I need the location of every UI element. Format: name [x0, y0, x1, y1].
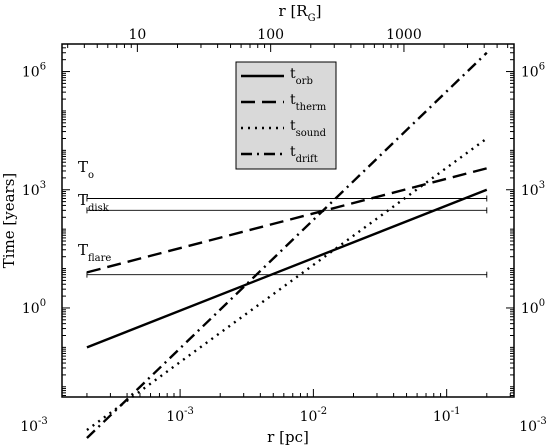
legend: torb ttherm tsound tdrift: [235, 61, 337, 170]
reference-label-o: To: [78, 158, 94, 181]
series-lines: [86, 51, 488, 439]
y2-tick-label: 10-3: [519, 416, 546, 435]
top-tick-label: 1000: [386, 27, 422, 43]
legend-label-therm: ttherm: [290, 92, 327, 113]
y-tick-label: 100: [22, 298, 46, 317]
axis-labels: r [pc] Time [years] r [RG]: [0, 2, 321, 446]
x-tick-label: 10-2: [300, 406, 328, 425]
x-tick-label: 10-3: [166, 406, 194, 425]
reference-lines: To Tdisk Tflare: [78, 158, 488, 278]
top-tick-label: 10: [128, 27, 146, 43]
legend-label-sound: tsound: [290, 118, 327, 139]
y2-tick-label: 106: [521, 62, 545, 81]
series-line-sound: [86, 137, 488, 431]
x-tick-label: 10-1: [433, 406, 461, 425]
series-line-orb: [86, 188, 488, 349]
reference-label-disk: Tdisk: [78, 191, 110, 214]
y-tick-label: 103: [22, 180, 46, 199]
y-tick-label: 10-3: [20, 416, 48, 435]
plot-frame: [61, 43, 515, 398]
y-tick-label: 106: [22, 62, 46, 81]
top-axis-title: r [RG]: [279, 2, 322, 24]
axes: [61, 43, 515, 398]
x-axis-title: r [pc]: [267, 428, 309, 446]
top-tick-label: 100: [257, 27, 284, 43]
reference-label-flare: Tflare: [78, 241, 111, 264]
y2-tick-label: 100: [521, 298, 545, 317]
legend-box: [235, 61, 337, 170]
y2-tick-label: 103: [521, 180, 545, 199]
legend-label-drift: tdrift: [290, 144, 318, 165]
series-line-drift: [86, 51, 488, 439]
legend-label-orb: torb: [290, 66, 313, 87]
series-line-therm: [86, 167, 488, 274]
ticks: 10-3 10-2 10-1 10 100 1000 10-3 10-3 100 100 103 10…: [20, 27, 546, 435]
y-axis-title: Time [years]: [0, 173, 18, 269]
